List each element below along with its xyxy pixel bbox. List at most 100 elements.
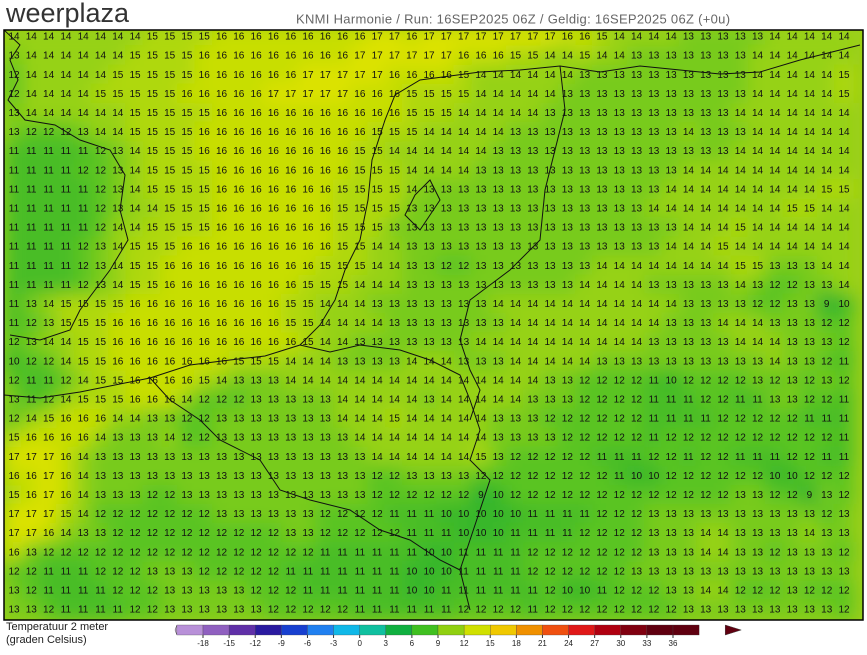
temperature-value: 13 [8,586,20,597]
temperature-value: 11 [9,146,20,157]
temperature-value: 13 [666,89,678,100]
temperature-value: 13 [510,146,522,157]
temperature-value: 14 [769,337,781,348]
temperature-value: 14 [562,51,574,62]
temperature-value: 14 [423,375,435,386]
field-cell [315,83,335,105]
temperature-value: 13 [614,356,626,367]
temperature-value: 13 [717,89,729,100]
temperature-value: 13 [147,433,159,444]
temperature-value: 13 [302,452,314,463]
temperature-value: 15 [78,356,90,367]
field-cell [73,30,93,48]
temperature-value: 13 [700,299,712,310]
temperature-value: 11 [95,605,106,616]
temperature-value: 14 [441,414,453,425]
temperature-value: 16 [233,318,245,329]
temperature-value: 12 [666,490,678,501]
temperature-value: 13 [475,184,487,195]
temperature-value: 15 [164,165,176,176]
temperature-value: 14 [372,395,384,406]
temperature-value: 12 [337,509,349,520]
temperature-value: 16 [302,261,314,272]
temperature-value: 16 [268,165,280,176]
field-cell [73,64,93,86]
field-cell [747,141,768,163]
field-cell [696,102,716,124]
temperature-value: 13 [596,165,608,176]
field-cell [4,64,24,86]
temperature-value: 16 [129,318,141,329]
temperature-value: 16 [389,108,401,119]
temperature-value: 12 [717,414,729,425]
temperature-value: 11 [61,605,72,616]
temperature-value: 12 [562,471,574,482]
temperature-value: 14 [752,318,764,329]
temperature-value: 11 [61,280,72,291]
temperature-value: 14 [769,242,781,253]
temperature-value: 16 [493,51,505,62]
field-cell [644,64,664,86]
temperature-value: 14 [614,261,626,272]
field-cell [488,83,508,105]
temperature-value: 15 [147,146,159,157]
field-cell [56,102,76,124]
temperature-value: 15 [181,204,193,215]
temperature-value: 13 [821,280,833,291]
temperature-value: 13 [631,51,643,62]
temperature-value: 12 [614,528,626,539]
temperature-value: 15 [389,414,401,425]
temperature-value: 13 [579,89,591,100]
temperature-value: 14 [475,108,487,119]
temperature-value: 15 [354,242,366,253]
temperature-value: 14 [787,51,799,62]
temperature-value: 13 [787,318,799,329]
temperature-value: 16 [112,337,124,348]
temperature-value: 13 [493,261,505,272]
temperature-value: 13 [544,242,556,253]
temperature-value: 17 [337,70,349,81]
temperature-value: 15 [406,127,418,138]
temperature-value: 13 [752,509,764,520]
temperature-value: 13 [458,299,470,310]
temperature-value: 13 [787,586,799,597]
field-cell [765,122,785,143]
field-cell [696,45,716,67]
temperature-value: 10 [493,509,505,520]
temperature-value: 13 [787,547,799,558]
temperature-value: 14 [717,528,729,539]
temperature-value: 16 [233,299,245,310]
temperature-value: 13 [562,395,574,406]
temperature-value: 13 [164,605,176,616]
temperature-value: 13 [666,165,678,176]
temperature-value: 13 [544,146,556,157]
field-cell [194,30,214,48]
temperature-value: 15 [164,70,176,81]
temperature-value: 13 [804,261,816,272]
field-cell [765,30,785,48]
temperature-value: 11 [666,395,677,406]
temperature-value: 14 [700,242,712,253]
temperature-value: 12 [354,528,366,539]
field-cell [471,45,491,67]
temperature-value: 12 [596,375,608,386]
temperature-value: 14 [648,318,660,329]
field-cell [574,30,595,48]
temperature-value: 14 [769,108,781,119]
field-cell [125,122,145,143]
temperature-value: 12 [181,509,193,520]
scale-segment [463,624,491,636]
temperature-value: 14 [700,165,712,176]
temperature-value: 13 [735,32,747,43]
temperature-value: 15 [129,261,141,272]
temperature-value: 13 [216,471,228,482]
temperature-value: 16 [164,395,176,406]
temperature-value: 14 [112,280,124,291]
temperature-value: 14 [735,184,747,195]
temperature-value: 14 [769,89,781,100]
field-cell [142,30,162,48]
temperature-value: 10 [838,299,850,310]
field-cell [644,141,664,163]
temperature-value: 12 [614,375,626,386]
temperature-value: 16 [43,433,55,444]
